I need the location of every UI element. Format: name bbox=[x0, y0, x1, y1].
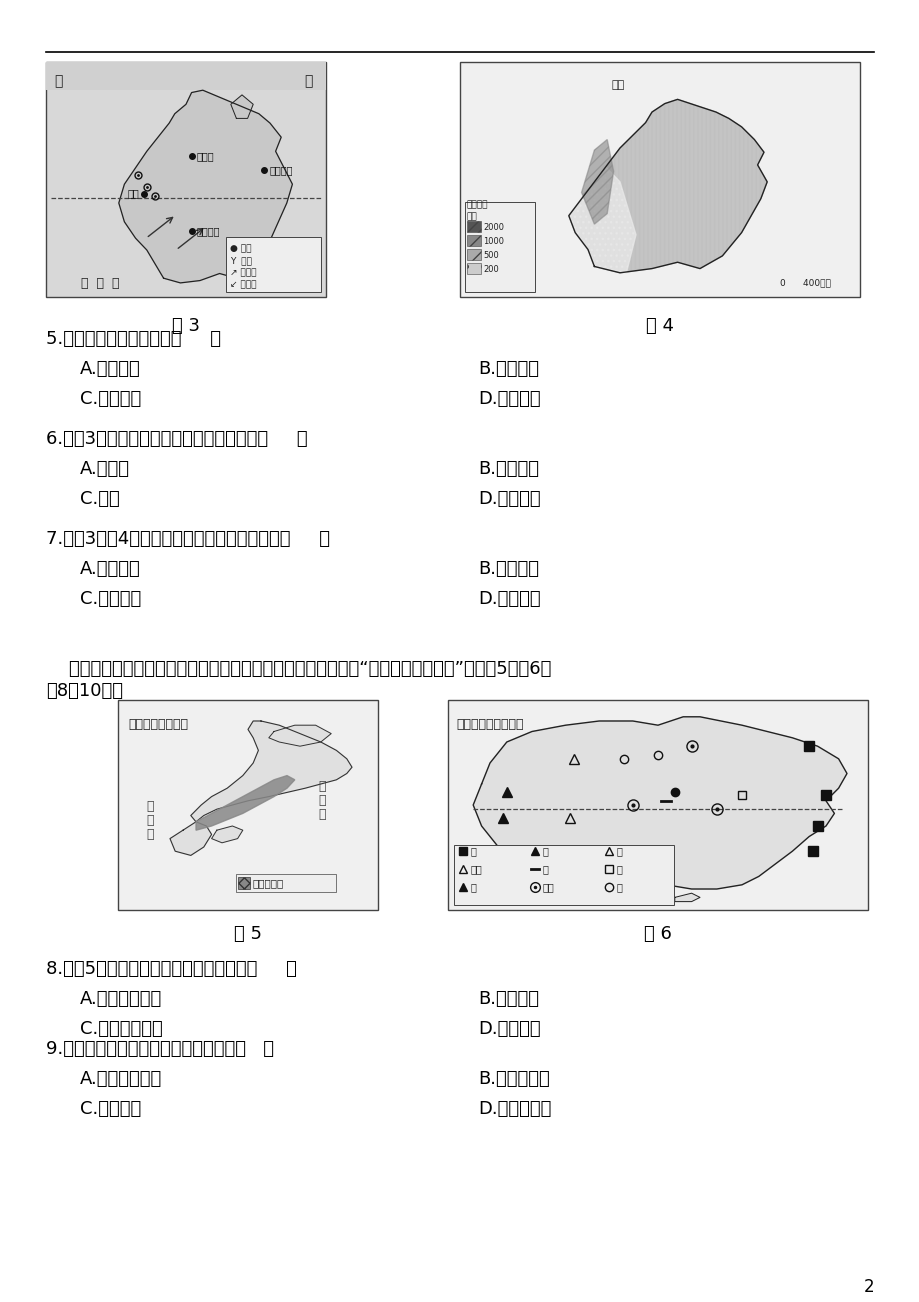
Text: C.沿鐵路线分布: C.沿鐵路线分布 bbox=[80, 1019, 163, 1038]
Text: 孟买: 孟买 bbox=[127, 189, 139, 199]
Text: 澳大利亚矿产分布图: 澳大利亚矿产分布图 bbox=[456, 717, 523, 730]
Bar bbox=[46, 62, 325, 90]
Text: 铜: 铜 bbox=[542, 865, 549, 874]
Text: A.东北季风: A.东北季风 bbox=[80, 560, 141, 578]
Text: ● 稻花: ● 稻花 bbox=[230, 245, 251, 254]
Polygon shape bbox=[472, 717, 846, 889]
Text: 2: 2 bbox=[862, 1279, 873, 1295]
Text: 本是一个资源小国，经济大国。澳大利亚采矿业发达，被誉为“坐在矿车上的国家”。读图5、图6回: 本是一个资源小国，经济大国。澳大利亚采矿业发达，被誉为“坐在矿车上的国家”。读图… bbox=[46, 660, 550, 678]
Bar bbox=[467, 234, 481, 246]
Text: 图 6: 图 6 bbox=[643, 924, 671, 943]
Text: ↙ 冬季风: ↙ 冬季风 bbox=[230, 280, 256, 289]
Text: 7.读图3，图4，给南亚带来充沛降水的季风是（     ）: 7.读图3，图4，给南亚带来充沛降水的季风是（ ） bbox=[46, 530, 330, 548]
Text: 5.南亚印度的主要人种是（     ）: 5.南亚印度的主要人种是（ ） bbox=[46, 329, 221, 348]
Text: D.铁矿石、煤: D.铁矿石、煤 bbox=[478, 1100, 550, 1118]
Text: 主要工业区: 主要工业区 bbox=[253, 878, 284, 888]
Polygon shape bbox=[581, 139, 613, 224]
Text: C.石油、煤: C.石油、煤 bbox=[80, 1100, 142, 1118]
Text: 锤: 锤 bbox=[542, 846, 549, 855]
Text: 印  度  洋: 印 度 洋 bbox=[81, 277, 119, 290]
Text: A.白色人种: A.白色人种 bbox=[80, 359, 141, 378]
Text: 南8～10题。: 南8～10题。 bbox=[46, 682, 123, 700]
Text: D.班加罗尔: D.班加罗尔 bbox=[478, 490, 540, 508]
Text: 图 5: 图 5 bbox=[233, 924, 262, 943]
Text: ↗ 夏季风: ↗ 夏季风 bbox=[230, 268, 256, 277]
Text: Y  黄鸻: Y 黄鸻 bbox=[230, 256, 252, 266]
Polygon shape bbox=[568, 99, 766, 273]
Text: 新德里: 新德里 bbox=[197, 151, 214, 161]
Bar bbox=[453, 845, 674, 905]
Polygon shape bbox=[674, 893, 699, 901]
Bar bbox=[118, 700, 378, 910]
Text: 本: 本 bbox=[146, 814, 153, 827]
Bar bbox=[226, 237, 321, 292]
Bar bbox=[467, 249, 481, 260]
Text: C.西北季风: C.西北季风 bbox=[80, 590, 142, 608]
Text: 洲: 洲 bbox=[303, 74, 312, 89]
Text: 1000: 1000 bbox=[482, 237, 504, 246]
Text: 班加罗带: 班加罗带 bbox=[197, 227, 220, 236]
Text: 毫米: 毫米 bbox=[467, 212, 477, 221]
Text: B.黄色人种: B.黄色人种 bbox=[478, 359, 539, 378]
Text: 200: 200 bbox=[482, 264, 498, 273]
Text: 海: 海 bbox=[146, 828, 153, 841]
Polygon shape bbox=[231, 95, 253, 118]
Bar bbox=[460, 62, 859, 297]
Bar bbox=[236, 874, 335, 892]
Text: 日本工业区分布图: 日本工业区分布图 bbox=[128, 717, 187, 730]
Bar bbox=[464, 202, 535, 292]
Text: D.沿河分布: D.沿河分布 bbox=[478, 1019, 540, 1038]
Text: 金: 金 bbox=[617, 881, 622, 892]
Bar bbox=[467, 263, 481, 273]
Text: 加尔各答: 加尔各答 bbox=[269, 165, 292, 174]
Text: 铁: 铁 bbox=[471, 881, 476, 892]
Polygon shape bbox=[119, 90, 292, 283]
Text: B.西南季风: B.西南季风 bbox=[478, 560, 539, 578]
Bar bbox=[46, 62, 325, 297]
Polygon shape bbox=[211, 825, 243, 842]
Polygon shape bbox=[190, 721, 352, 822]
Text: 平: 平 bbox=[318, 794, 325, 807]
Text: 图 4: 图 4 bbox=[645, 316, 674, 335]
Text: D.东南季风: D.东南季风 bbox=[478, 590, 540, 608]
Text: 2000: 2000 bbox=[482, 223, 504, 232]
Text: 铅锌: 铅锌 bbox=[542, 881, 554, 892]
Text: 图 3: 图 3 bbox=[172, 316, 199, 335]
Text: 镁: 镁 bbox=[617, 846, 622, 855]
Text: C.孟买: C.孟买 bbox=[80, 490, 119, 508]
Text: 煤: 煤 bbox=[471, 846, 476, 855]
Text: A.新德里: A.新德里 bbox=[80, 460, 130, 478]
Text: C.黑色人种: C.黑色人种 bbox=[80, 391, 142, 408]
Polygon shape bbox=[196, 776, 294, 831]
Text: B.太阳能、煤: B.太阳能、煤 bbox=[478, 1070, 550, 1088]
Polygon shape bbox=[568, 165, 635, 273]
Text: 6.读图3，印度棉缺织工业中心最有可能是（     ）: 6.读图3，印度棉缺织工业中心最有可能是（ ） bbox=[46, 430, 307, 448]
Polygon shape bbox=[170, 822, 211, 855]
Text: B.加尔各答: B.加尔各答 bbox=[478, 460, 539, 478]
Text: 9.在经济发展中日本可向澳大利亚进口（   ）: 9.在经济发展中日本可向澳大利亚进口（ ） bbox=[46, 1040, 274, 1059]
Bar bbox=[238, 878, 250, 889]
Text: 孟买: 孟买 bbox=[611, 79, 625, 90]
Text: D.混血人种: D.混血人种 bbox=[478, 391, 540, 408]
Text: 太: 太 bbox=[318, 780, 325, 793]
Text: 8.从图5可以看出，日本工业布局特点为（     ）: 8.从图5可以看出，日本工业布局特点为（ ） bbox=[46, 960, 297, 978]
Text: A.临近原料产地: A.临近原料产地 bbox=[80, 990, 162, 1008]
Bar bbox=[448, 700, 867, 910]
Text: 洋: 洋 bbox=[318, 809, 325, 822]
Text: 500: 500 bbox=[482, 250, 498, 259]
Text: B.沿海分布: B.沿海分布 bbox=[478, 990, 539, 1008]
Text: 年降水量: 年降水量 bbox=[467, 201, 488, 210]
Text: 日: 日 bbox=[146, 799, 153, 812]
Polygon shape bbox=[268, 725, 331, 746]
Text: A.石油、天然气: A.石油、天然气 bbox=[80, 1070, 162, 1088]
Text: 0      400千米: 0 400千米 bbox=[779, 279, 830, 286]
Text: 亚: 亚 bbox=[54, 74, 62, 89]
Text: 铝土: 铝土 bbox=[471, 865, 482, 874]
Bar bbox=[467, 221, 481, 232]
Text: 铀: 铀 bbox=[617, 865, 622, 874]
